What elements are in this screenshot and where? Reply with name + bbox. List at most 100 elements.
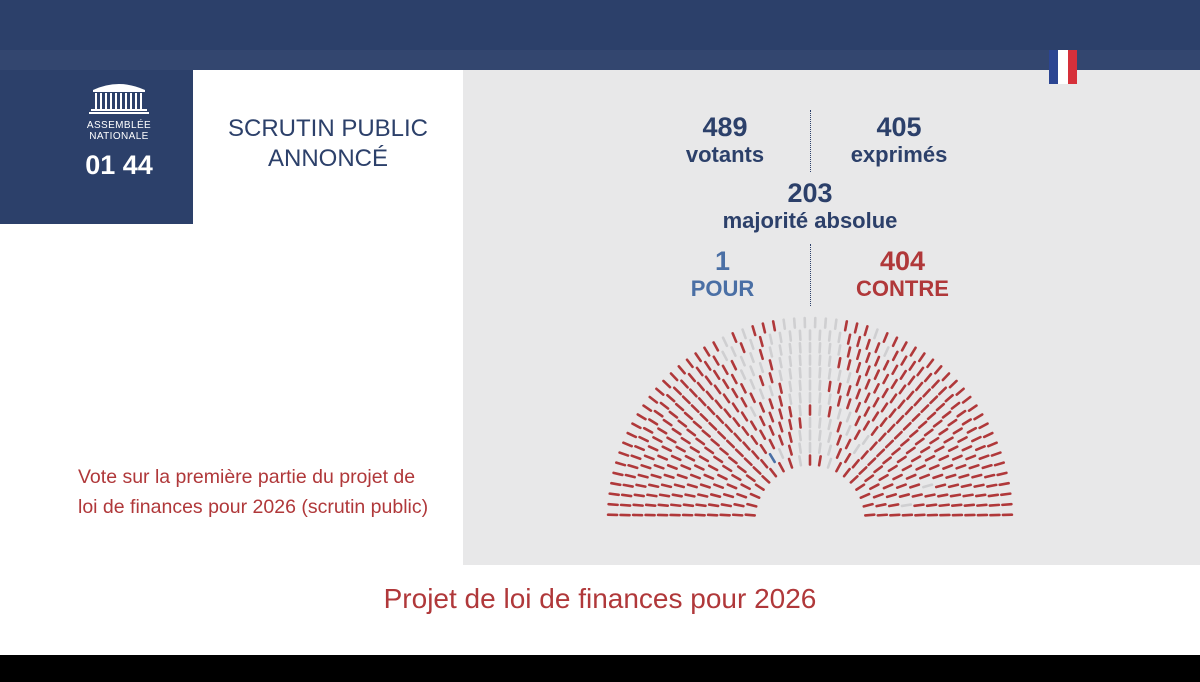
- seat-contre: [950, 401, 961, 410]
- seat-contre: [900, 438, 910, 447]
- seat-contre: [882, 483, 894, 490]
- seat-contre: [741, 426, 750, 436]
- seat-contre: [699, 413, 709, 422]
- seat-contre: [759, 429, 767, 440]
- seat-contre: [778, 434, 784, 446]
- seat-contre: [761, 322, 767, 334]
- seat-contre: [758, 375, 765, 387]
- seat-contre: [695, 503, 707, 508]
- seat-other: [749, 365, 756, 377]
- seat-contre: [657, 503, 670, 507]
- seat-contre: [703, 360, 712, 371]
- seat-contre: [703, 346, 711, 357]
- seat-other: [788, 393, 793, 405]
- seat-contre: [876, 513, 889, 517]
- seat-contre: [817, 455, 822, 467]
- seat-contre: [739, 342, 746, 354]
- seat-other: [845, 411, 852, 423]
- seat-contre: [920, 404, 930, 414]
- seat-contre: [788, 406, 793, 418]
- majorite-label: majorité absolue: [722, 208, 898, 233]
- seat-contre: [648, 395, 659, 404]
- seat-contre: [904, 405, 914, 416]
- seat-contre: [657, 454, 669, 461]
- seat-contre: [632, 503, 644, 507]
- seat-contre: [925, 503, 938, 508]
- seat-contre: [882, 332, 889, 343]
- stat-majorite: 203 majorité absolue: [690, 178, 930, 234]
- seat-contre: [728, 456, 738, 465]
- seat-contre: [885, 493, 898, 499]
- seat-contre: [671, 427, 682, 436]
- seat-contre: [873, 383, 880, 394]
- bottom-title: Projet de loi de finances pour 2026: [383, 583, 817, 614]
- seat-contre: [758, 348, 764, 361]
- seat-contre: [872, 492, 884, 499]
- exprimes-label: exprimés: [850, 142, 948, 167]
- seat-contre: [610, 481, 622, 487]
- seat-contre: [689, 473, 701, 480]
- seat-contre: [963, 503, 976, 507]
- seat-contre: [712, 355, 720, 366]
- seat-contre: [684, 454, 696, 462]
- seat-contre: [976, 503, 988, 507]
- seat-contre: [736, 492, 748, 499]
- seat-other: [837, 331, 842, 344]
- seat-other: [788, 355, 793, 367]
- seat-contre: [680, 379, 689, 389]
- seat-other: [788, 380, 793, 393]
- seat-other: [798, 354, 802, 367]
- seat-contre: [898, 493, 911, 498]
- seat-contre: [722, 393, 731, 404]
- seat-contre: [837, 382, 842, 394]
- seat-contre: [923, 428, 934, 437]
- left-panel: [0, 224, 463, 565]
- seat-contre: [704, 375, 713, 386]
- seat-contre: [836, 421, 842, 433]
- seat-contre: [974, 493, 987, 498]
- seat-contre: [906, 390, 915, 401]
- seat-contre: [952, 427, 963, 435]
- seat-contre: [929, 395, 939, 405]
- seat-contre: [973, 483, 985, 488]
- votants-label: votants: [685, 142, 765, 167]
- seat-contre: [837, 356, 842, 369]
- seat-other: [818, 429, 822, 442]
- seat-contre: [910, 455, 922, 463]
- scrutin-title-line1: SCRUTIN PUBLIC: [227, 115, 429, 142]
- seat-contre: [937, 493, 949, 498]
- french-flag-icon: [1049, 50, 1077, 84]
- seat-contre: [722, 493, 735, 499]
- contre-label: CONTRE: [856, 276, 949, 301]
- seat-contre: [722, 464, 733, 473]
- seat-contre: [636, 413, 647, 421]
- seat-other: [798, 442, 803, 454]
- seat-contre: [720, 503, 733, 508]
- seat-contre: [680, 436, 691, 445]
- seat-contre: [938, 386, 948, 396]
- seat-contre: [835, 448, 842, 459]
- seat-contre: [968, 464, 980, 470]
- seat-contre: [680, 464, 692, 471]
- seat-contre: [998, 481, 1010, 487]
- seat-contre: [703, 473, 715, 480]
- seat-contre: [778, 382, 783, 394]
- seat-contre: [853, 429, 861, 440]
- seat-contre: [909, 346, 917, 357]
- seat-contre: [863, 406, 871, 417]
- seat-contre: [895, 483, 907, 489]
- seat-other: [798, 367, 802, 379]
- seat-contre: [948, 379, 958, 389]
- stats-divider-bottom: [810, 244, 811, 306]
- seat-contre: [798, 417, 802, 429]
- seat-contre: [697, 397, 707, 407]
- seat-contre: [696, 381, 705, 392]
- seat-contre: [624, 473, 636, 479]
- seat-contre: [887, 503, 900, 508]
- seat-other: [721, 336, 729, 348]
- seat-contre: [686, 428, 697, 437]
- seat-contre: [768, 372, 774, 384]
- seat-contre: [638, 435, 649, 443]
- seat-other: [900, 503, 913, 508]
- seat-contre: [932, 419, 943, 428]
